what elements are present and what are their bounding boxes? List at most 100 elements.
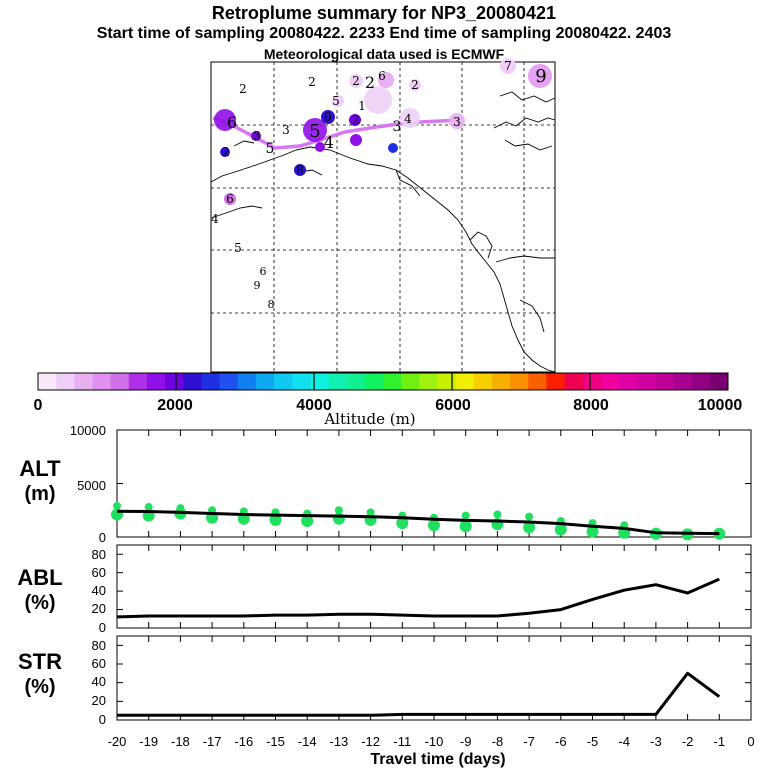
- alt-scatter-point: [493, 510, 502, 519]
- map-label: 2: [308, 75, 316, 89]
- str-label: STR: [18, 649, 62, 674]
- map-label: 4: [404, 112, 412, 126]
- map-label: 2: [222, 145, 230, 159]
- colorbar-swatch: [346, 373, 366, 390]
- abl-ytick: 20: [92, 601, 106, 616]
- alt-ytick: 10000: [70, 423, 106, 438]
- altitude-colorbar: [37, 372, 729, 391]
- colorbar-swatch: [292, 373, 311, 390]
- alt-line: [116, 509, 720, 536]
- colorbar-swatch: [237, 373, 257, 390]
- met-data-note: Meteorological data used is ECMWF: [263, 46, 505, 62]
- alt-unit: (m): [24, 483, 55, 505]
- str-ytick: 60: [92, 656, 106, 671]
- x-tick-label: -6: [555, 734, 567, 749]
- colorbar-swatch: [546, 373, 565, 390]
- alt-ytick: 5000: [77, 478, 106, 493]
- colorbar-swatch: [56, 373, 75, 390]
- colorbar-swatch: [165, 373, 184, 390]
- x-tick-label: 0: [747, 734, 754, 749]
- colorbar-swatch: [510, 373, 529, 390]
- x-tick-label: -15: [266, 734, 285, 749]
- colorbar-swatch: [201, 373, 220, 390]
- map-panel: 2 2 2 6 2 2 7 9 5 1 3 0 2 6 3 5 4 3 3 2 …: [210, 58, 556, 373]
- map-label: 2: [352, 74, 360, 88]
- colorbar-tick-label: 2000: [157, 397, 193, 414]
- str-ytick: 20: [92, 693, 106, 708]
- colorbar-tick-label: 8000: [573, 397, 609, 414]
- abl-line: [116, 577, 720, 619]
- colorbar-tick-labels: 0 2000 4000 6000 8000 10000: [34, 397, 743, 414]
- map-label: 5: [309, 121, 320, 142]
- map-labels: 2 2 2 6 2 2 7 9 5 1 3 0 2 6 3 5 4 3 3 2 …: [211, 59, 547, 311]
- colorbar-swatch: [419, 373, 438, 390]
- colorbar-swatch: [691, 373, 711, 390]
- x-tick-label: -4: [618, 734, 630, 749]
- axis-ticks: [116, 429, 752, 721]
- colorbar-swatch: [38, 373, 57, 390]
- panel-labels: ALT (m) ABL (%) STR (%): [17, 456, 62, 698]
- x-tick-labels: -20 -19 -18 -17 -16 -15 -14 -13 -12 -11 -10 -9 -8 -7-…: [108, 734, 755, 749]
- map-label: 6: [226, 192, 234, 206]
- sampling-times: Start time of sampling 20080422. 2233 En…: [96, 25, 672, 42]
- colorbar-label: Altitude (m): [323, 410, 415, 428]
- x-tick-label: -8: [492, 734, 504, 749]
- colorbar-swatch: [146, 373, 166, 390]
- colorbar-swatch: [92, 373, 112, 390]
- chart-title: Retroplume summary for NP3_20080421: [211, 3, 557, 23]
- map-label: 3: [253, 129, 261, 143]
- map-label: 9: [535, 66, 546, 87]
- x-tick-label: -20: [108, 734, 127, 749]
- alt-scatter-point: [554, 523, 567, 536]
- str-ytick: 0: [99, 712, 106, 727]
- alt-scatter-point: [525, 512, 534, 521]
- panel-frames: [116, 429, 752, 721]
- colorbar-swatch: [600, 373, 620, 390]
- map-label: 8: [296, 163, 304, 177]
- x-tick-label: -10: [425, 734, 444, 749]
- str-ytick: 40: [92, 674, 106, 689]
- colorbar-frame: [37, 372, 729, 391]
- colorbar-swatch: [364, 373, 384, 390]
- map-label: 8: [268, 298, 275, 311]
- colorbar-tick-label: 0: [34, 397, 43, 414]
- colorbar-swatch: [128, 373, 148, 390]
- coastline: [210, 91, 556, 373]
- alt-scatter-point: [113, 501, 121, 510]
- abl-ytick: 60: [92, 565, 106, 580]
- colorbar-swatch: [310, 373, 329, 390]
- y-tick-labels: 10000 5000 0 80 60 40 20 0 80 60 40 20 0: [70, 423, 106, 727]
- colorbar-swatch: [74, 373, 93, 390]
- colorbar-swatch: [564, 373, 584, 390]
- str-unit: (%): [24, 676, 55, 698]
- abl-ytick: 0: [99, 620, 106, 635]
- plume-circles: [214, 58, 552, 205]
- map-label: 3: [282, 123, 290, 137]
- map-label: 6: [227, 113, 237, 132]
- x-tick-label: -9: [460, 734, 472, 749]
- alt-scatter-point: [461, 511, 470, 520]
- x-tick-label: -14: [298, 734, 317, 749]
- colorbar-tick-label: 4000: [296, 397, 332, 414]
- alt-label: ALT: [19, 456, 61, 481]
- x-tick-label: -3: [650, 734, 662, 749]
- abl-ytick: 40: [92, 583, 106, 598]
- colorbar-swatch: [328, 373, 348, 390]
- x-tick-label: -1: [714, 734, 726, 749]
- colorbar-swatch: [110, 373, 130, 390]
- map-label: 2: [352, 113, 360, 127]
- colorbar-swatch: [709, 373, 729, 390]
- alt-scatter-point: [523, 521, 536, 534]
- alt-ytick: 0: [99, 530, 106, 545]
- x-tick-label: -12: [361, 734, 380, 749]
- colorbar-swatch: [655, 373, 674, 390]
- x-tick-label: -17: [203, 734, 222, 749]
- x-tick-label: -5: [587, 734, 599, 749]
- map-label: 4: [324, 133, 334, 152]
- colorbar-swatch: [673, 373, 693, 390]
- alt-scatter-point: [713, 527, 726, 540]
- colorbar-swatch: [582, 373, 602, 390]
- alt-scatter-point: [459, 520, 472, 533]
- alt-scatter-point: [334, 506, 343, 515]
- map-label: 1: [358, 99, 366, 113]
